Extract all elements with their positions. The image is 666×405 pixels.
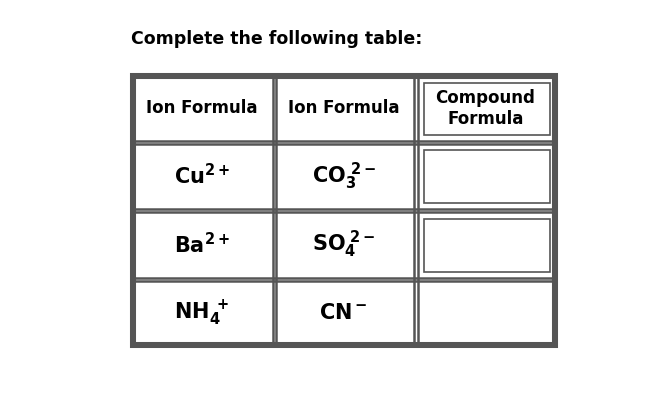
Text: $\mathbf{CO_3^{\ 2-}}$: $\mathbf{CO_3^{\ 2-}}$: [312, 160, 376, 191]
Text: $\mathbf{NH_4^{\ +}}$: $\mathbf{NH_4^{\ +}}$: [174, 298, 230, 327]
Text: $\mathbf{Ba^{2+}}$: $\mathbf{Ba^{2+}}$: [174, 231, 230, 256]
Text: Compound
Formula: Compound Formula: [436, 89, 535, 128]
Text: Ion Formula: Ion Formula: [147, 99, 258, 117]
Text: Complete the following table:: Complete the following table:: [131, 30, 423, 48]
Text: $\mathbf{SO_4^{\ 2-}}$: $\mathbf{SO_4^{\ 2-}}$: [312, 228, 376, 260]
Text: $\mathbf{Cu^{2+}}$: $\mathbf{Cu^{2+}}$: [174, 163, 230, 188]
Text: $\mathbf{CN^-}$: $\mathbf{CN^-}$: [320, 303, 368, 322]
Text: Ion Formula: Ion Formula: [288, 99, 400, 117]
